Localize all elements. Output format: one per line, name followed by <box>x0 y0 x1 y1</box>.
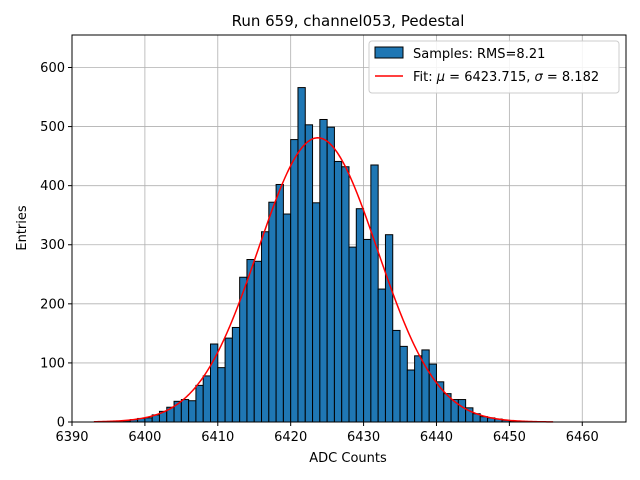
histogram-bar <box>282 213 292 423</box>
histogram-bar <box>304 124 314 423</box>
x-tick-label: 6460 <box>566 430 599 445</box>
histogram-bar <box>399 345 408 423</box>
histogram-bar <box>384 234 394 423</box>
histogram-bar <box>363 238 372 423</box>
legend-label-samples: Samples: RMS=8.21 <box>413 47 545 62</box>
y-tick-label: 300 <box>40 238 65 253</box>
histogram-bar <box>144 417 153 423</box>
histogram-bar <box>231 326 241 423</box>
histogram-bar <box>268 201 277 423</box>
histogram-bar <box>326 126 335 423</box>
y-axis-label: Entries <box>15 205 30 251</box>
x-axis-label: ADC Counts <box>309 451 387 466</box>
histogram-bar <box>414 355 423 423</box>
histogram-bar <box>333 160 343 423</box>
histogram-bar <box>377 288 386 423</box>
plot-frame <box>71 34 627 423</box>
histogram-bar <box>261 231 270 423</box>
x-axis-ticks: 6390 6400 6410 6420 6430 6440 6450 6460 <box>55 422 599 445</box>
histogram-bar <box>348 246 357 423</box>
histogram-bar <box>217 367 226 423</box>
histogram-bar <box>224 337 233 423</box>
x-tick-label: 6410 <box>201 430 234 445</box>
histogram-bar <box>370 164 379 423</box>
fit-curve <box>93 137 554 423</box>
histogram-bar <box>341 166 350 423</box>
histogram-bar <box>312 202 321 423</box>
histogram-bar <box>319 118 328 423</box>
histogram-bar <box>406 369 416 423</box>
legend-fit-sigma-symbol: σ <box>535 70 544 85</box>
histogram-bar <box>290 139 299 423</box>
histogram-bar <box>180 399 190 423</box>
x-tick-label: 6400 <box>128 430 161 445</box>
histogram-bar <box>253 260 263 423</box>
legend-box <box>368 40 620 94</box>
histogram-bar <box>392 329 401 423</box>
fit-curve-layer <box>93 137 554 423</box>
histogram-bar <box>355 208 365 423</box>
legend: Samples: RMS=8.21 Fit: μ = 6423.715, σ =… <box>368 40 620 94</box>
histogram-bar <box>297 87 306 423</box>
y-axis-ticks: 0 100 200 300 400 500 600 <box>40 61 72 431</box>
y-tick-label: 400 <box>40 179 65 194</box>
x-tick-label: 6440 <box>420 430 453 445</box>
legend-fit-sigma-value: = 8.182 <box>543 70 599 85</box>
x-tick-label: 6420 <box>274 430 307 445</box>
x-tick-label: 6450 <box>493 430 526 445</box>
histogram-bar <box>195 384 204 423</box>
y-tick-label: 600 <box>40 61 65 76</box>
histogram-bar <box>457 399 467 423</box>
histogram-bar <box>275 183 284 423</box>
y-tick-label: 500 <box>40 120 65 135</box>
x-tick-label: 6390 <box>55 430 88 445</box>
legend-fit-prefix: Fit: <box>413 70 437 85</box>
histogram-bar <box>246 259 255 423</box>
histogram-bar <box>188 400 197 423</box>
legend-fit-mu-value: = 6423.715, <box>445 70 534 85</box>
legend-fit-mu-symbol: μ <box>436 70 445 85</box>
histogram-bar <box>202 375 211 423</box>
y-tick-label: 100 <box>40 356 65 371</box>
legend-swatch-samples <box>374 46 404 59</box>
x-tick-label: 6430 <box>347 430 380 445</box>
y-tick-label: 200 <box>40 297 65 312</box>
legend-label-fit: Fit: μ = 6423.715, σ = 8.182 <box>413 70 599 85</box>
chart-title: Run 659, channel053, Pedestal <box>232 12 465 30</box>
y-tick-label: 0 <box>57 416 65 431</box>
